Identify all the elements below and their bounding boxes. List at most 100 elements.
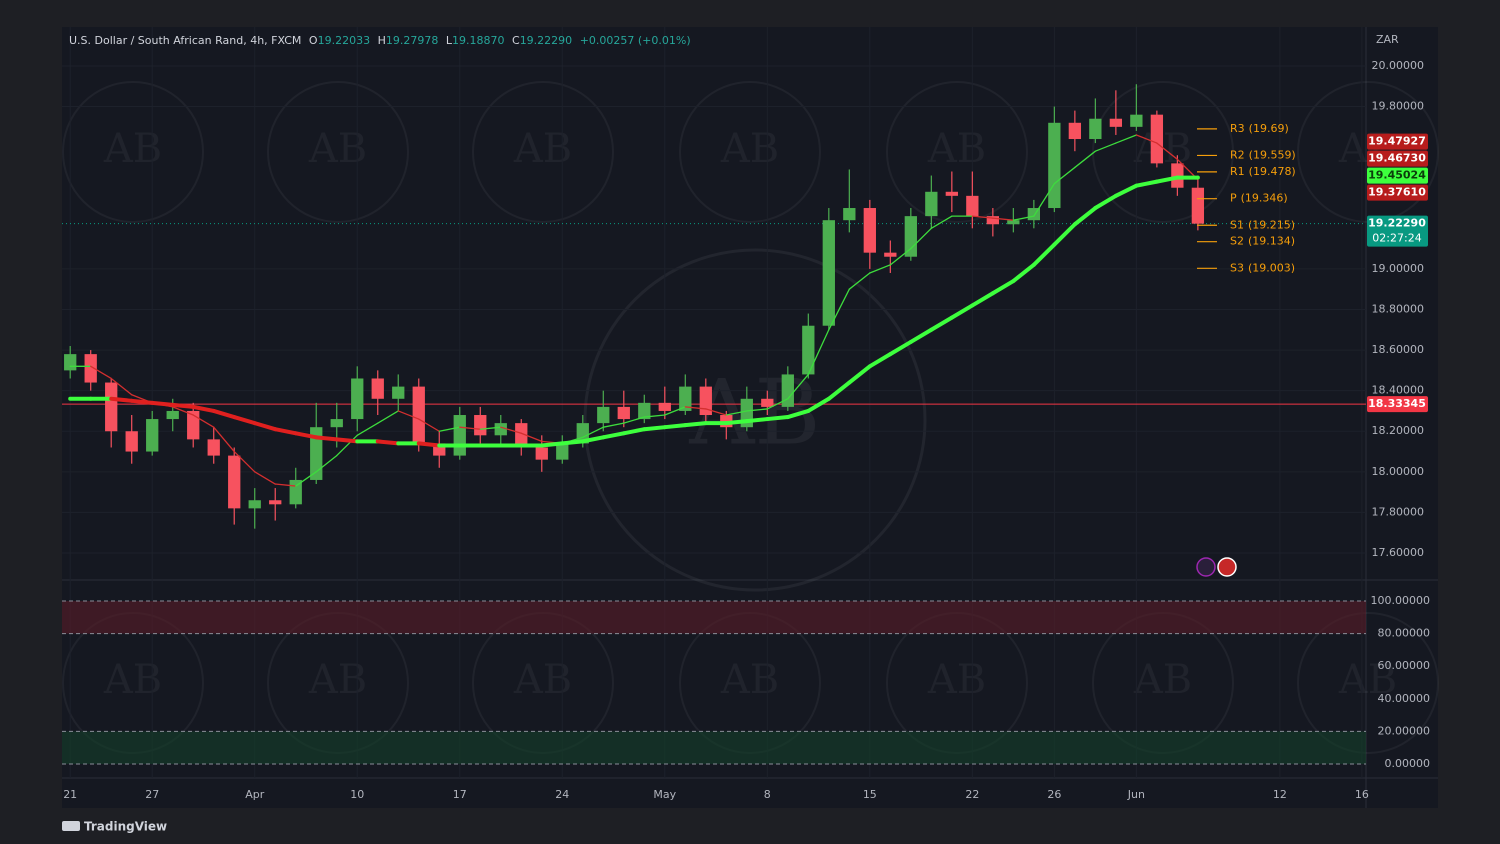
moving-average-segment	[908, 327, 934, 344]
moving-average-segment	[459, 426, 481, 430]
moving-average-segment	[1113, 183, 1139, 198]
candle-body	[1007, 220, 1020, 225]
moving-average-segment	[252, 421, 278, 432]
oscillator-tick-label: 20.00000	[1378, 724, 1431, 737]
watermark-text: AB	[513, 657, 572, 703]
candle-body	[822, 220, 835, 326]
candle-body	[84, 354, 97, 383]
ohlc-value: 19.18870	[452, 34, 505, 47]
moving-average-segment	[662, 423, 688, 430]
pivot-value: (19.215)	[1248, 218, 1295, 231]
watermark-ring	[1297, 612, 1439, 754]
pivot-value: (19.69)	[1249, 122, 1289, 135]
brand-name: TradingView	[84, 820, 167, 834]
moving-average-segment	[334, 437, 360, 444]
y-tick-label: 17.80000	[1372, 505, 1425, 518]
x-tick-label: 27	[145, 788, 159, 801]
y-tick-label: 18.40000	[1372, 384, 1425, 397]
brand-icon	[62, 821, 80, 831]
candle-body	[925, 191, 938, 217]
candle-body	[248, 500, 261, 509]
moving-average-segment	[684, 406, 707, 410]
watermark-text: AB	[927, 657, 986, 703]
oscillator-tick-label: 60.00000	[1378, 659, 1431, 672]
pivot-value: (19.559)	[1249, 148, 1296, 161]
moving-average-segment	[929, 315, 954, 332]
pivot-label: R2 (19.559)	[1230, 148, 1296, 161]
moving-average-segment	[1094, 142, 1117, 152]
moving-average-segment	[315, 454, 338, 473]
candle-body	[699, 386, 712, 416]
moving-average-segment	[1074, 150, 1097, 169]
moving-average-segment	[1031, 242, 1057, 267]
watermark-ring	[1092, 81, 1234, 223]
candle-body	[125, 431, 138, 452]
moving-average-segment	[172, 406, 194, 416]
countdown-label: 02:27:24	[1372, 232, 1421, 245]
pivot-value: (19.134)	[1248, 235, 1295, 248]
hline-price-box	[1367, 396, 1428, 413]
x-tick-label: 12	[1273, 788, 1287, 801]
candle-body	[228, 455, 241, 509]
axis-layer: 21 27 Apr 10 17 24 May 8 15 22 26 Jun 12 16 17.60000 17…	[63, 59, 1430, 801]
candle-body	[1068, 122, 1082, 140]
price-label-label: 19.37610	[1368, 186, 1426, 199]
flag-icon[interactable]	[1217, 557, 1237, 577]
moving-average-segment	[826, 380, 852, 401]
moving-average-segment	[1033, 183, 1056, 217]
candle-body	[392, 386, 405, 399]
price-label-box	[1367, 167, 1428, 184]
moving-average-segment	[971, 215, 994, 219]
ohlc-name: H	[378, 34, 386, 47]
moving-average-segment	[990, 279, 1016, 296]
x-tick-label: May	[653, 788, 676, 801]
moving-average-segment	[806, 396, 831, 413]
moving-average-segment	[724, 419, 749, 426]
pivot-name: S3	[1230, 261, 1244, 274]
candle-body	[535, 447, 548, 460]
candle-body	[146, 419, 159, 452]
watermark-text: AB	[513, 126, 572, 172]
pivot-name: R1	[1230, 165, 1245, 178]
moving-average-segment	[191, 404, 216, 413]
symbol-title: U.S. Dollar / South African Rand, 4h, FX…	[69, 34, 301, 47]
candle-body	[863, 208, 876, 253]
pivot-label: R1 (19.478)	[1230, 165, 1296, 178]
candle-body	[494, 423, 507, 436]
watermark-ring	[583, 248, 927, 592]
y-tick-label: 18.20000	[1372, 424, 1425, 437]
moving-average-segment	[705, 408, 727, 416]
moving-average-segment	[273, 427, 298, 436]
candle-body	[802, 325, 815, 375]
moving-average-segment	[766, 398, 789, 410]
candle-body	[945, 191, 958, 196]
moving-average-segment	[336, 434, 358, 457]
candle-body	[658, 402, 671, 411]
moving-average-segment	[1156, 142, 1179, 160]
moving-average-segment	[785, 408, 811, 420]
candle-body	[269, 500, 282, 505]
candle-body	[453, 415, 466, 456]
change: +0.00257 (+0.01%)	[580, 34, 691, 47]
candle-body	[330, 419, 343, 428]
moving-average-segment	[375, 439, 401, 446]
price-label-label: 19.46730	[1368, 152, 1426, 165]
candle-body	[1150, 114, 1164, 164]
ohlc-name: O	[309, 34, 318, 47]
moving-average-segment	[664, 406, 686, 416]
moving-average-segment	[683, 421, 708, 428]
pivot-value: (19.003)	[1248, 261, 1295, 274]
candle-body	[597, 406, 610, 424]
y-tick-label: 18.00000	[1372, 465, 1425, 478]
watermark-text: AB	[308, 657, 367, 703]
moving-average-segment	[642, 425, 667, 432]
ohlc-value: 19.22033	[318, 34, 371, 47]
pivot-label: R3 (19.69)	[1230, 122, 1289, 135]
moving-average-segment	[520, 432, 543, 443]
pivot-name: R3	[1230, 122, 1245, 135]
moving-average-segment	[787, 373, 809, 400]
moving-average-segment	[192, 414, 215, 428]
candle-body	[761, 398, 774, 407]
event-icon[interactable]	[1196, 557, 1216, 577]
